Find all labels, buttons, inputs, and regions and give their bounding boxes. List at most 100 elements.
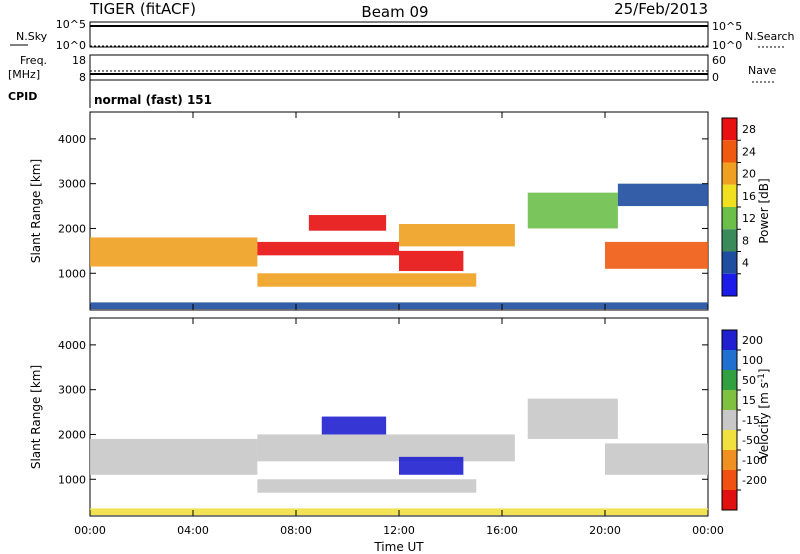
colorbar-tick-label: 50 xyxy=(742,374,756,387)
x-tick-label: 00:00 xyxy=(74,524,106,537)
colorbar-tick-label: 15 xyxy=(742,394,756,407)
colorbar-tick-label: -100 xyxy=(742,454,767,467)
colorbar-swatch xyxy=(722,229,737,252)
nave-label: Nave xyxy=(748,64,776,77)
colorbar-swatch xyxy=(722,140,737,163)
velocity-y-axis: 1000 2000 3000 4000 xyxy=(58,339,708,486)
colorbar-swatch xyxy=(722,450,737,470)
nsky-label: N.Sky xyxy=(16,30,48,43)
date-title: 25/Feb/2013 xyxy=(614,0,708,18)
colorbar-swatch xyxy=(722,370,737,390)
colorbar-tick-label: 24 xyxy=(742,145,756,158)
colorbar-swatch xyxy=(722,118,737,141)
colorbar-frame xyxy=(721,329,738,511)
nsky-panel: N.Sky 10^5 10^0 10^5 10^0 N.Search xyxy=(10,18,795,52)
nsearch-label: N.Search xyxy=(745,30,795,43)
freq-label: Freq. xyxy=(20,54,47,67)
y-tick-label: 1000 xyxy=(58,473,86,486)
colorbar-tick-label: -15 xyxy=(742,414,760,427)
scatter-band xyxy=(257,241,399,256)
colorbar-swatch xyxy=(722,207,737,230)
velocity-panel: 1000 2000 3000 4000 00:00 04:00 08:00 12:00 16:… xyxy=(29,317,724,554)
colorbar-tick-label: 20 xyxy=(742,168,756,181)
freq-unit: [MHz] xyxy=(8,68,40,81)
scatter-band xyxy=(399,456,464,475)
power-y-label: Slant Range [km] xyxy=(29,159,43,263)
freq-tick-bottom: 8 xyxy=(79,71,86,84)
scatter-band xyxy=(605,241,708,269)
scatter-band xyxy=(308,215,387,231)
velocity-colorbar-label-sup: -1 xyxy=(757,373,767,382)
nsky-frame xyxy=(89,21,709,48)
power-x-axis xyxy=(89,112,709,310)
velocity-y-label: Slant Range [km] xyxy=(29,365,43,469)
colorbar-swatch xyxy=(722,162,737,185)
colorbar-swatch xyxy=(722,470,737,490)
x-tick-label: 00:00 xyxy=(692,524,724,537)
colorbar-tick-label: 28 xyxy=(742,123,756,136)
nsearch-tick-top: 10^5 xyxy=(712,20,742,33)
scatter-band xyxy=(257,479,477,493)
x-tick-label: 20:00 xyxy=(589,524,621,537)
power-panel: 1000 2000 3000 4000 Slant Range [km] xyxy=(29,111,709,311)
colorbar-tick-label: 12 xyxy=(742,212,756,225)
nsky-tick-bottom: 10^0 xyxy=(56,39,86,52)
scatter-band xyxy=(617,183,708,207)
nsearch-tick-bottom: 10^0 xyxy=(712,39,742,52)
x-tick-label: 08:00 xyxy=(280,524,312,537)
y-tick-label: 2000 xyxy=(58,222,86,235)
nsky-tick-top: 10^5 xyxy=(56,18,86,31)
scatter-band xyxy=(527,192,618,229)
freq-panel: Freq. [MHz] 18 8 60 0 Nave xyxy=(8,54,776,84)
velocity-colorbar-label-main: Velocity [m s xyxy=(757,382,771,459)
y-tick-label: 4000 xyxy=(58,133,86,146)
colorbar-swatch xyxy=(722,350,737,370)
scatter-band xyxy=(321,416,387,435)
freq-frame xyxy=(89,54,709,81)
scatter-band xyxy=(399,223,515,247)
y-tick-label: 4000 xyxy=(58,339,86,352)
colorbar-swatch xyxy=(722,410,737,430)
power-y-axis: 1000 2000 3000 4000 xyxy=(58,133,708,280)
power-colorbar: 28 24 20 16 12 8 4 xyxy=(721,117,756,297)
x-tick-label: 12:00 xyxy=(383,524,415,537)
nave-tick-bottom: 0 xyxy=(712,71,719,84)
y-tick-label: 1000 xyxy=(58,267,86,280)
colorbar-tick-label: -200 xyxy=(742,474,767,487)
cpid-label: CPID xyxy=(8,90,37,103)
freq-tick-top: 18 xyxy=(72,54,86,67)
velocity-x-axis: 00:00 04:00 08:00 12:00 16:00 20:00 00:00 xyxy=(74,318,724,537)
y-tick-label: 3000 xyxy=(58,384,86,397)
colorbar-tick-label: -50 xyxy=(742,434,760,447)
velocity-colorbar-label-close: ] xyxy=(757,369,771,374)
colorbar-swatch xyxy=(722,273,737,296)
cpid-value: normal (fast) 151 xyxy=(94,93,212,107)
colorbar-swatch xyxy=(722,251,737,274)
y-tick-label: 3000 xyxy=(58,178,86,191)
y-tick-label: 2000 xyxy=(58,428,86,441)
scatter-band xyxy=(605,443,708,475)
colorbar-tick-label: 8 xyxy=(742,234,749,247)
x-tick-label: 04:00 xyxy=(177,524,209,537)
colorbar-tick-label: 4 xyxy=(742,257,749,270)
x-tick-label: 16:00 xyxy=(486,524,518,537)
colorbar-swatch xyxy=(722,490,737,510)
time-axis-label: Time UT xyxy=(373,540,424,554)
beam-title: Beam 09 xyxy=(361,3,428,21)
velocity-colorbar: 200 100 50 15 -15 -50 -100 -200 xyxy=(721,329,767,511)
colorbar-tick-label: 200 xyxy=(742,334,763,347)
scatter-band xyxy=(399,250,464,272)
colorbar-swatch xyxy=(722,390,737,410)
colorbar-tick-label: 100 xyxy=(742,354,763,367)
colorbar-tick-label: 16 xyxy=(742,190,756,203)
nave-tick-top: 60 xyxy=(712,54,726,67)
scatter-band xyxy=(257,434,515,462)
cpid-panel: CPID normal (fast) 151 xyxy=(8,80,212,108)
colorbar-swatch xyxy=(722,430,737,450)
velocity-colorbar-label: Velocity [m s-1] xyxy=(757,369,771,460)
station-title: TIGER (fitACF) xyxy=(89,0,196,18)
scatter-band xyxy=(90,237,258,267)
colorbar-swatch xyxy=(722,330,737,350)
scatter-band xyxy=(257,273,477,287)
